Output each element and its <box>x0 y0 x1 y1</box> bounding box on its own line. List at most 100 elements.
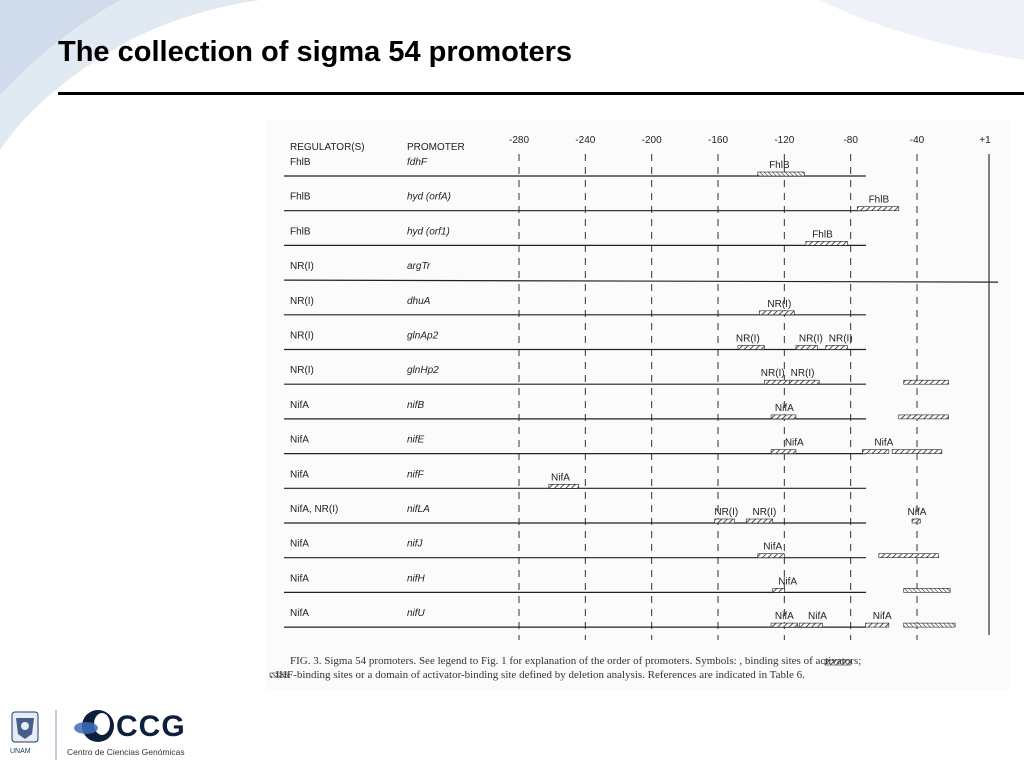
promoter-map: REGULATOR(S) PROMOTER -280 -240 -200 -160 -1… <box>269 135 999 681</box>
activator-binding-site <box>548 483 580 489</box>
promoter-name: fdhF <box>407 157 428 168</box>
legend-activator-symbol <box>824 659 852 666</box>
promoter-name: hyd (orfA) <box>407 192 451 203</box>
binding-site-label: NifA <box>763 542 782 553</box>
header-promoter: PROMOTER <box>407 142 465 153</box>
activator-binding-site <box>898 414 949 420</box>
position-tick-label: -200 <box>642 135 662 146</box>
promoter-name: nifU <box>407 608 426 619</box>
promoter-name: nifB <box>407 400 425 411</box>
unam-label: UNAM <box>10 748 31 755</box>
position-tick-label: -40 <box>910 135 925 146</box>
activator-binding-site <box>757 553 785 559</box>
promoter-row: NifA nifF NifA <box>284 469 866 489</box>
binding-site-label: NifA <box>778 576 797 587</box>
position-tick-label: -280 <box>509 135 529 146</box>
activator-binding-site <box>789 379 820 385</box>
regulator-label: NR(I) <box>290 331 314 342</box>
promoter-row: NifA, NR(I) nifLA NR(I) NR(I) NifA <box>284 504 927 524</box>
regulator-label: FhlB <box>290 157 311 168</box>
binding-site-label: NifA <box>873 611 892 622</box>
footer-logos <box>11 710 114 760</box>
activator-binding-site <box>865 622 890 628</box>
activator-binding-site <box>861 449 890 454</box>
promoter-name: nifF <box>407 469 425 480</box>
binding-site-label: NR(I) <box>752 507 776 518</box>
promoter-row: NR(I) argTr <box>283 261 999 283</box>
binding-site-label: NR(I) <box>791 368 815 379</box>
slide-title: The collection of sigma 54 promoters <box>58 36 573 68</box>
activator-binding-site <box>759 310 795 316</box>
activator-binding-site <box>714 518 735 524</box>
promoter-row: NR(I) dhuA NR(I) <box>284 296 866 316</box>
binding-site-label: NifA <box>775 611 794 622</box>
activator-binding-site <box>903 379 949 385</box>
activator-binding-site <box>737 345 765 350</box>
promoter-row: NifA nifJ NifA <box>284 539 939 559</box>
title-divider <box>58 92 1024 95</box>
promoter-row: NifA nifU NifA NifA NifA <box>284 608 956 628</box>
ccg-wordmark: CCG <box>116 710 186 743</box>
regulator-label: NifA <box>290 539 309 550</box>
promoter-row: NifA nifB NifA <box>284 400 949 420</box>
activator-binding-site <box>911 518 921 524</box>
binding-site-label: NifA <box>908 507 927 518</box>
ccg-logo-icon <box>74 710 114 742</box>
promoter-name: dhuA <box>407 296 431 307</box>
binding-site-label: NifA <box>551 472 570 483</box>
regulator-label: NifA <box>290 400 309 411</box>
promoter-name: glnAp2 <box>407 331 439 342</box>
ihf-binding-site <box>903 622 956 628</box>
header-regulator: REGULATOR(S) <box>290 142 365 153</box>
promoter-row: NifA nifE NifA NifA <box>284 435 943 455</box>
promoter-row: NR(I) glnHp2 NR(I) NR(I) <box>284 365 949 385</box>
binding-site-label: NifA <box>808 611 827 622</box>
activator-binding-site <box>745 518 774 524</box>
position-axis: -280 -240 -200 -160 -120 -80 -40 +1 <box>509 135 991 640</box>
binding-site-label: NR(I) <box>736 334 760 345</box>
position-tick-label: -120 <box>774 135 794 146</box>
regulator-label: NR(I) <box>290 365 314 376</box>
activator-binding-site <box>805 241 848 246</box>
activator-binding-site <box>770 622 798 628</box>
binding-site-label: NifA <box>874 438 893 449</box>
caption-line-1: FIG. 3. Sigma 54 promoters. See legend t… <box>290 655 861 667</box>
binding-site-label: FhlB <box>869 195 890 206</box>
position-tick-label: -240 <box>575 135 595 146</box>
promoter-row: NR(I) glnAp2 NR(I) NR(I) NR(I) <box>284 331 866 351</box>
activator-binding-site <box>770 449 797 454</box>
unam-logo-icon <box>11 711 39 743</box>
promoter-name: nifJ <box>407 539 424 550</box>
activator-binding-site <box>764 379 790 385</box>
regulator-label: NifA <box>290 469 309 480</box>
activator-binding-site <box>878 553 939 559</box>
binding-site-label: NR(I) <box>761 368 785 379</box>
regulator-label: FhlB <box>290 226 311 237</box>
promoter-rows: FhlB fdhF FhlB FhlB hyd (orfA) FhlB FhlB hyd (o… <box>283 157 999 628</box>
promoter-name: nifLA <box>407 504 430 515</box>
promoter-row: FhlB hyd (orf1) FhlB <box>284 226 866 247</box>
activator-binding-site <box>891 449 943 454</box>
binding-site-label: NR(I) <box>714 507 738 518</box>
binding-site-label: NifA <box>775 403 794 414</box>
sigma54-promoter-figure: REGULATOR(S) PROMOTER -280 -240 -200 -160 -1… <box>266 120 1010 690</box>
binding-site-label: NR(I) <box>829 334 853 345</box>
position-tick-label: -80 <box>843 135 858 146</box>
promoter-name: nifE <box>407 435 425 446</box>
position-tick-label: +1 <box>979 135 991 146</box>
ihf-binding-site <box>757 171 805 177</box>
activator-binding-site <box>857 206 900 211</box>
legend-ihf-symbol <box>269 672 289 678</box>
caption-line-2: . IHF-binding sites or a domain of activ… <box>270 669 805 681</box>
promoter-name: hyd (orf1) <box>407 226 450 237</box>
regulator-label: NR(I) <box>290 296 314 307</box>
binding-site-label: NR(I) <box>799 334 823 345</box>
position-tick-label: -160 <box>708 135 728 146</box>
binding-site-label: FhlB <box>769 160 790 171</box>
activator-binding-site <box>825 345 848 350</box>
binding-site-label: NifA <box>785 438 804 449</box>
regulator-label: NifA <box>290 608 309 619</box>
promoter-dna-line <box>283 279 999 283</box>
binding-site-label: NR(I) <box>767 299 791 310</box>
